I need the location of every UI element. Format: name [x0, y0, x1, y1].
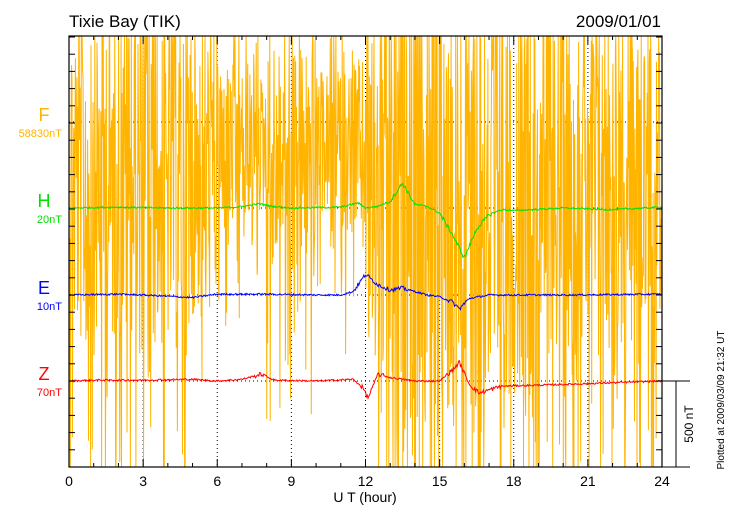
x-tick-label: 15	[432, 473, 448, 489]
series-H-label: H	[38, 191, 51, 211]
series-E-label: E	[38, 278, 50, 298]
plotted-footnote: Plotted at 2009/03/09 21:32 UT	[716, 331, 727, 470]
chart-title: Tixie Bay (TIK)	[69, 12, 181, 31]
series-F-scale: 58830nT	[19, 128, 63, 140]
x-tick-label: 12	[358, 473, 374, 489]
x-tick-label: 3	[139, 473, 147, 489]
series-H-trace	[68, 182, 663, 259]
series-Z-trace	[68, 360, 663, 400]
series-E-trace	[68, 273, 663, 311]
series-E-scale: 10nT	[37, 301, 62, 313]
x-tick-label: 21	[580, 473, 596, 489]
scale-bar-label: 500 nT	[682, 405, 696, 443]
x-tick-label: 0	[65, 473, 73, 489]
series-Z-label: Z	[39, 364, 50, 384]
x-tick-label: 6	[213, 473, 221, 489]
series-F-trace	[68, 35, 663, 468]
series-F-label: F	[39, 105, 50, 125]
series-Z-scale: 70nT	[37, 387, 62, 399]
x-tick-label: 24	[654, 473, 670, 489]
series-H-scale: 20nT	[37, 214, 62, 226]
x-tick-label: 18	[506, 473, 522, 489]
x-tick-label: 9	[287, 473, 295, 489]
chart-date: 2009/01/01	[576, 12, 661, 31]
x-axis-label: U T (hour)	[333, 489, 396, 505]
